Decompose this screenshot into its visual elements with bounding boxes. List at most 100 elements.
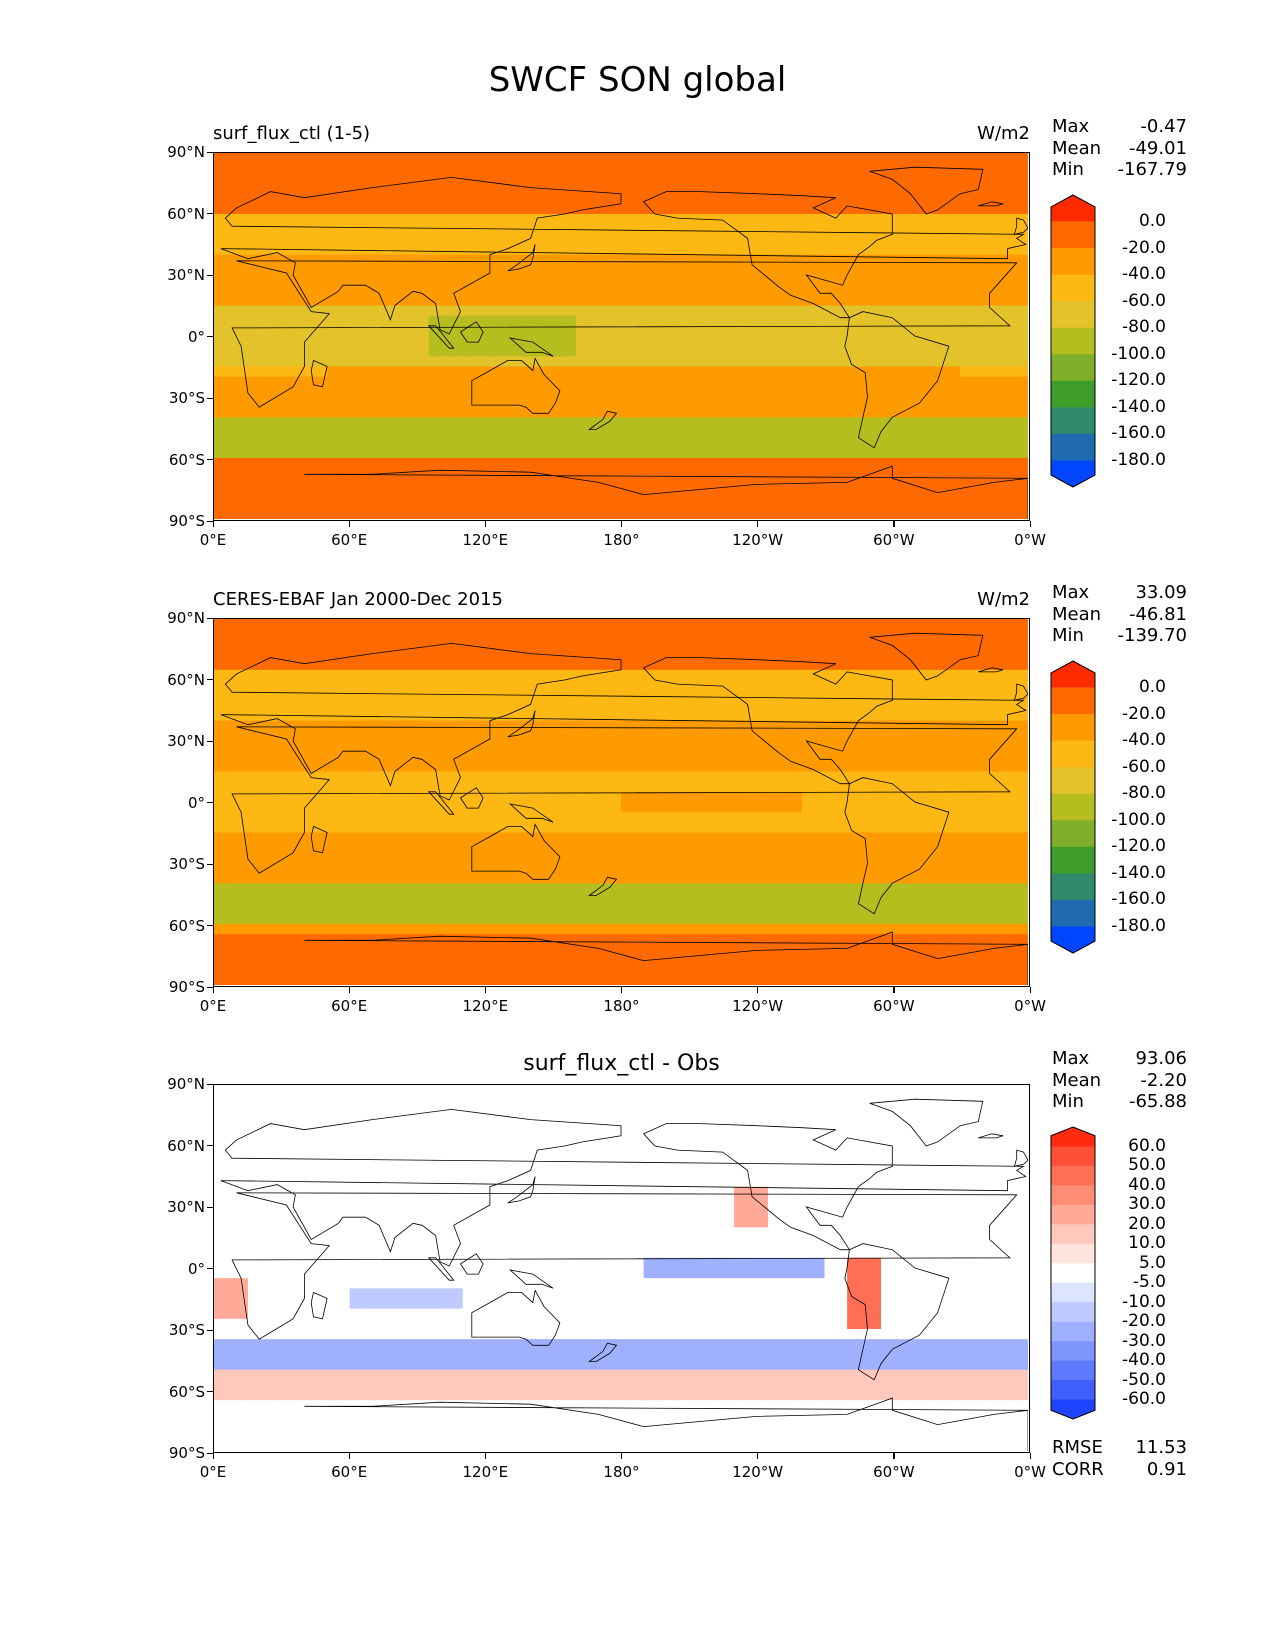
stat-corr: CORR 0.91 <box>1052 1459 1187 1481</box>
coastline-samerica <box>844 311 950 449</box>
panel-units: W/m2 <box>977 589 1030 610</box>
colorbar-swatch <box>1051 221 1095 249</box>
lon-tick-mark <box>484 987 487 993</box>
lon-tick-label: 120°W <box>732 997 784 1015</box>
colorbar-swatch <box>1051 899 1095 927</box>
coastline-newguinea <box>508 803 554 823</box>
lon-tick-label: 180° <box>603 997 640 1015</box>
stat-rmse: RMSE 11.53 <box>1052 1437 1187 1459</box>
colorbar-label: -120.0 <box>1111 370 1166 391</box>
lat-tick-label: 30°S <box>168 855 205 873</box>
colorbar-swatch <box>1051 1263 1095 1284</box>
colorbar-label: -30.0 <box>1122 1330 1166 1351</box>
lat-tick-label: 60°S <box>168 1382 205 1401</box>
lat-tick-mark <box>207 1206 213 1208</box>
panel-title: CERES-EBAF Jan 2000-Dec 2015 <box>213 589 503 610</box>
stat-label: Max <box>1052 116 1090 137</box>
lat-tick-mark <box>207 213 213 215</box>
figure-title: SWCF SON global <box>488 60 787 100</box>
coastline-eurasia <box>220 1108 1027 1267</box>
colorbar-label: -40.0 <box>1122 264 1166 285</box>
lat-tick-mark <box>207 1083 213 1085</box>
colorbar-swatch <box>1051 407 1095 435</box>
colorbar-label: -5.0 <box>1132 1272 1166 1293</box>
stats-block: Max 93.06 Mean -2.20 Min -65.88 <box>1052 1048 1187 1113</box>
colorbar-swatch <box>1051 873 1095 901</box>
coastline-namerica <box>642 1123 893 1251</box>
colorbar-label: 60.0 <box>1128 1135 1166 1156</box>
stat-min: Min -65.88 <box>1052 1091 1187 1113</box>
stat-label: Max <box>1052 1048 1090 1069</box>
lon-tick-mark <box>348 521 350 527</box>
coastline-sumatra <box>427 1257 455 1281</box>
lat-tick-mark <box>207 679 213 681</box>
lon-tick-mark <box>757 1453 759 1459</box>
coastline-namerica <box>642 657 893 785</box>
lat-tick-mark <box>207 986 213 988</box>
colorbar-swatch <box>1051 1360 1095 1381</box>
lat-tick-mark <box>207 925 213 927</box>
lon-tick-label: 60°W <box>873 531 915 549</box>
lon-tick-mark <box>893 987 895 993</box>
coastline-britain <box>1013 683 1028 701</box>
lat-tick-label: 30°N <box>167 266 205 284</box>
coastline-antarctica <box>304 931 1028 985</box>
lat-tick-mark <box>207 520 213 522</box>
stat-min: Min -139.70 <box>1052 625 1187 647</box>
coastline-africa <box>231 260 1018 408</box>
lat-tick-mark <box>207 151 213 153</box>
lat-tick-label: 90°S <box>168 978 205 996</box>
lon-tick-mark <box>212 987 214 993</box>
lon-tick-mark <box>621 987 623 993</box>
coastline-britain <box>1013 217 1028 235</box>
colorbar-swatch <box>1051 1341 1095 1361</box>
colorbar-label: -50.0 <box>1122 1369 1166 1390</box>
colorbar-label: -80.0 <box>1122 317 1166 338</box>
lat-tick-mark <box>207 863 213 865</box>
colorbar-label: 30.0 <box>1128 1194 1166 1215</box>
lat-tick-label: 0° <box>187 1259 205 1278</box>
coastline-newguinea <box>508 337 554 357</box>
coastline-sumatra <box>427 325 455 349</box>
lon-tick-mark <box>621 521 623 527</box>
colorbar-label: -20.0 <box>1122 1311 1166 1332</box>
lat-tick-mark <box>207 740 213 742</box>
colorbar-label: -10.0 <box>1122 1291 1166 1312</box>
map-panel <box>213 152 1030 521</box>
stat-value: 33.09 <box>1135 582 1187 603</box>
lat-tick-label: 60°N <box>167 204 205 223</box>
colorbar-swatch <box>1051 1380 1095 1400</box>
lat-tick-label: 60°N <box>167 1136 205 1155</box>
lat-tick-label: 90°N <box>167 143 205 161</box>
lon-tick-label: 0°W <box>1014 531 1046 549</box>
lat-tick-mark <box>207 617 213 619</box>
contour-map <box>214 619 1028 985</box>
coastline-madagascar <box>310 1291 328 1320</box>
colorbar-swatch <box>1051 1165 1095 1186</box>
lon-tick-mark <box>1029 987 1031 993</box>
coastline-nz <box>588 1342 618 1362</box>
colorbar-swatch <box>1051 460 1095 487</box>
coastline-greenland <box>869 632 984 681</box>
coastline-eurasia <box>220 176 1027 335</box>
stat-mean: Mean -49.01 <box>1052 138 1187 160</box>
lat-tick-label: 90°N <box>167 1075 205 1093</box>
lat-tick-mark <box>207 274 213 276</box>
stat-mean: Mean -46.81 <box>1052 604 1187 626</box>
colorbar-label: -40.0 <box>1122 1350 1166 1371</box>
map-panel <box>213 1084 1030 1453</box>
coastline-australia <box>471 823 561 880</box>
colorbar-label: 5.0 <box>1138 1252 1166 1273</box>
lon-tick-mark <box>348 987 350 993</box>
coastline-greenland <box>869 1098 984 1147</box>
stat-value: -65.88 <box>1128 1091 1187 1112</box>
lat-tick-mark <box>207 1268 213 1270</box>
colorbar-label: -100.0 <box>1111 343 1166 364</box>
lon-tick-label: 60°E <box>331 531 368 549</box>
lon-tick-mark <box>893 521 895 527</box>
colorbar-swatch <box>1051 793 1095 821</box>
lon-tick-label: 120°E <box>462 997 509 1015</box>
lat-tick-mark <box>207 1452 213 1454</box>
stat-value: -2.20 <box>1140 1069 1187 1091</box>
panel-title: surf_flux_ctl - Obs <box>523 1051 720 1076</box>
